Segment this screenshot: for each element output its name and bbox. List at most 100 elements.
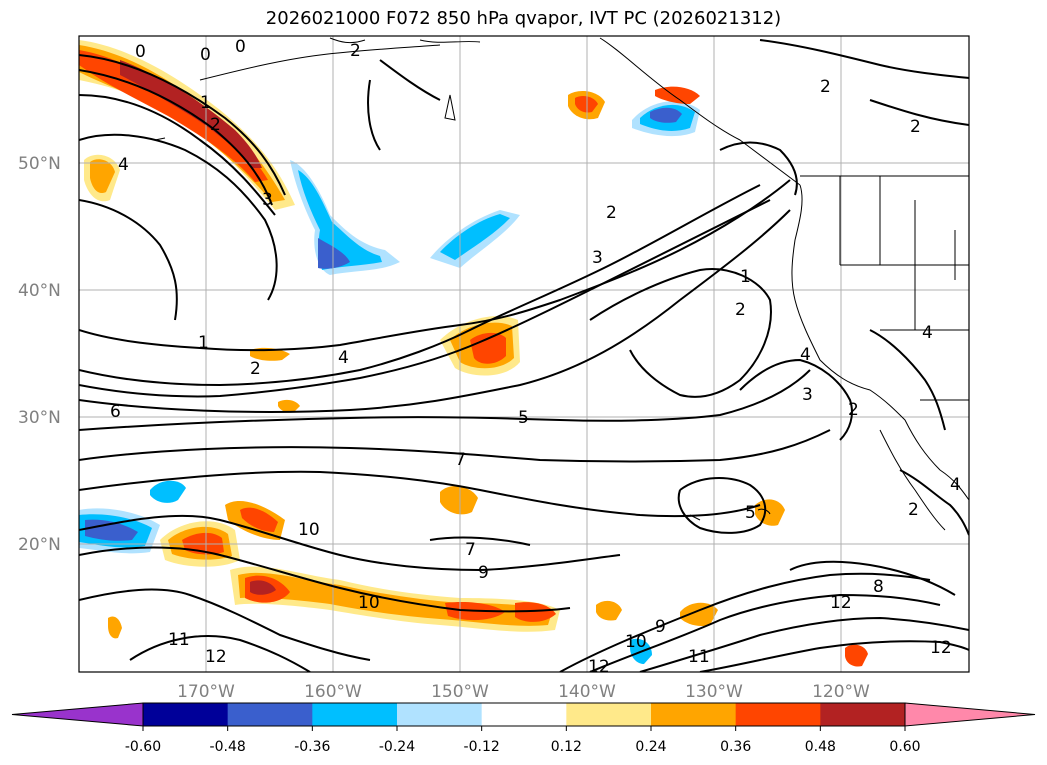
lat-label: 50°N [18, 154, 61, 174]
negative-anomaly-region [85, 519, 138, 541]
lon-label: 140°W [558, 682, 616, 702]
colorbar-tick-label: 0.24 [635, 739, 666, 755]
lon-label: 160°W [304, 682, 362, 702]
contour-label: 9 [478, 563, 489, 583]
contour-label: 4 [118, 155, 129, 175]
contour-label: 5 [518, 408, 529, 428]
contour-label: 1 [740, 267, 751, 287]
contour-label: 1 [200, 93, 211, 113]
map-frame [78, 35, 970, 673]
colorbar-box [735, 703, 821, 726]
contour-label: 3 [262, 190, 273, 210]
contour-label: 4 [800, 345, 811, 365]
contour-label: 9 [655, 617, 666, 637]
lon-label: 150°W [431, 682, 489, 702]
colorbar-outline [142, 702, 906, 727]
alaska-coast [199, 37, 801, 186]
colorbar-tick-label: 0.60 [889, 739, 920, 755]
contour-label: 2 [910, 117, 921, 137]
contour-label: 1 [198, 333, 209, 353]
lat-label: 30°N [18, 408, 61, 428]
contour-label: 12 [830, 593, 852, 613]
state-borders [839, 176, 969, 401]
island-outlines [154, 94, 771, 521]
contour-label: 0 [135, 42, 146, 62]
coastlines [154, 37, 969, 531]
negative-anomaly-region [318, 238, 350, 269]
map-panel: 0 0 0 2 2 1 2 4 3 2 3 1 2 4 6 5 1 2 4 2 … [79, 36, 969, 677]
contour-label: 12 [930, 638, 952, 658]
colorbar-tick-label: -0.36 [294, 739, 330, 755]
map-title: 2026021000 F072 850 hPa qvapor, IVT PC (… [265, 8, 782, 29]
contour-label: 2 [735, 300, 746, 320]
negative-anomaly-region [290, 160, 400, 275]
contour-label: 7 [455, 450, 466, 470]
colorbar-tick-label: -0.60 [125, 739, 161, 755]
positive-anomaly-region [470, 332, 506, 364]
negative-anomaly-region [440, 214, 510, 260]
positive-anomaly-region [250, 347, 300, 413]
colorbar-box [651, 703, 737, 726]
lat-label: 40°N [18, 281, 61, 301]
colorbar-extend-high [904, 702, 1036, 727]
gridlines [79, 36, 969, 672]
contour-label: 2 [210, 115, 221, 135]
colorbar-extend-low [11, 702, 144, 727]
colorbar-tick-label: -0.24 [379, 739, 415, 755]
colorbar-box [397, 703, 483, 726]
contour-label: 10 [358, 593, 380, 613]
contour-label: 4 [950, 475, 961, 495]
colorbar-box [312, 703, 398, 726]
colorbar-box [227, 703, 313, 726]
lat-label: 20°N [18, 535, 61, 555]
contour-label: 4 [922, 323, 933, 343]
positive-anomaly-region [440, 486, 478, 515]
colorbar-box [143, 703, 229, 726]
contour-label: 12 [205, 647, 227, 667]
contour-label: 12 [588, 657, 610, 677]
contour-label: 7 [465, 540, 476, 560]
colorbar-box [481, 703, 567, 726]
contour-label: 11 [168, 630, 190, 650]
colorbar: -0.60 -0.48 -0.36 -0.24 -0.12 0.12 0.24 0.36 0.4… [11, 702, 1036, 755]
contour-label: 2 [250, 359, 261, 379]
positive-anomaly-region [250, 580, 276, 595]
lon-label: 130°W [685, 682, 743, 702]
north-america-coast [791, 184, 969, 501]
contour-label: 11 [688, 647, 710, 667]
lon-label: 170°W [177, 682, 235, 702]
positive-anomaly-region [79, 50, 268, 182]
contour-label: 0 [235, 37, 246, 57]
contour-label: 10 [625, 632, 647, 652]
contour-label: 3 [592, 248, 603, 268]
colorbar-tick-label: 0.12 [551, 739, 582, 755]
contour-label: 2 [820, 77, 831, 97]
contour-label: 6 [110, 402, 121, 422]
colorbar-box [566, 703, 652, 726]
contour-label: 2 [350, 41, 361, 61]
baja-coast [879, 429, 946, 531]
lon-label: 120°W [812, 682, 870, 702]
positive-anomaly-region [90, 159, 115, 194]
contour-labels: 0 0 0 2 2 1 2 4 3 2 3 1 2 4 6 5 1 2 4 2 … [110, 37, 961, 677]
contour-label: 3 [802, 385, 813, 405]
contour-label: 8 [873, 577, 884, 597]
positive-anomaly-region [845, 644, 868, 667]
contour-label: 5 [745, 503, 756, 523]
contour-label: 10 [298, 520, 320, 540]
positive-anomaly-region [680, 602, 718, 627]
contour-label: 2 [908, 500, 919, 520]
colorbar-tick-label: -0.48 [210, 739, 246, 755]
colorbar-tick-label: 0.36 [720, 739, 751, 755]
positive-anomaly-region [240, 507, 278, 532]
longitude-labels: 170°W 160°W 150°W 140°W 130°W 120°W [177, 682, 870, 702]
colorbar-tick-label: 0.48 [805, 739, 836, 755]
contours [79, 39, 969, 672]
contour-label: 2 [606, 203, 617, 223]
contour-label: 0 [200, 45, 211, 65]
negative-anomaly-region [650, 107, 682, 123]
contour-label: 4 [338, 348, 349, 368]
positive-anomaly-region [655, 86, 700, 104]
latitude-labels: 50°N 40°N 30°N 20°N [18, 154, 61, 555]
